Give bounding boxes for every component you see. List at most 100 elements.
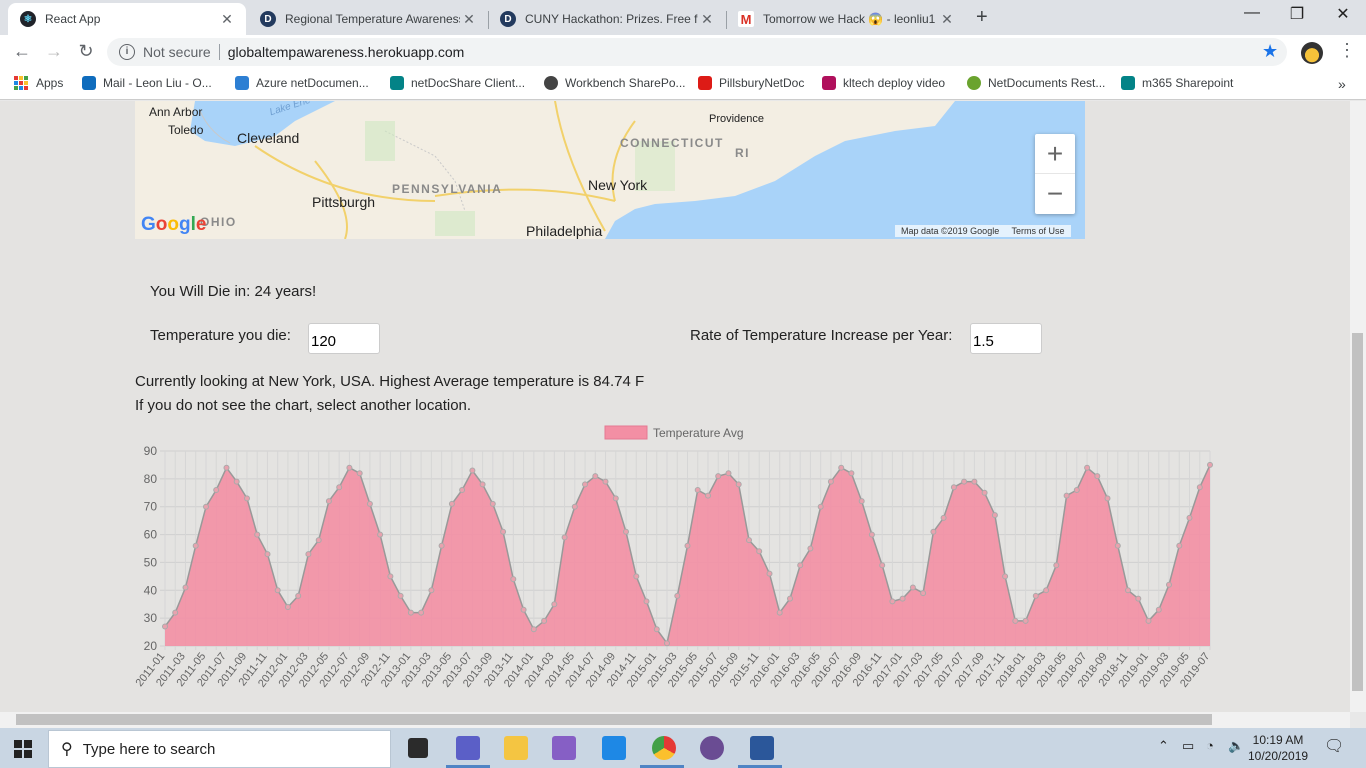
tab-gmail[interactable]: M Tomorrow we Hack 😱 - leonliu1 ✕ (726, 3, 966, 35)
google-map[interactable]: Ann Arbor Toledo Lake Erie Cleveland Pit… (135, 101, 1085, 239)
tab-cuny-hackathon[interactable]: D CUNY Hackathon: Prizes. Free food ✕ (488, 3, 726, 35)
data-point (899, 595, 906, 602)
volume-icon[interactable]: 🔈 (1228, 738, 1245, 753)
windows-taskbar: ⚲ Type here to search ⌃ ▭ ◔ 🔈 10:19 AM 1… (0, 728, 1366, 768)
play-arrow-icon (822, 76, 836, 90)
bookmark-netdocshare[interactable]: netDocShare Client... (390, 76, 525, 90)
close-window-button[interactable]: ✕ (1336, 6, 1350, 23)
chevron-up-icon[interactable]: ⌃ (1158, 738, 1169, 753)
bookmark-label: PillsburyNetDoc (719, 76, 805, 90)
map-label-toledo: Toledo (168, 123, 204, 137)
page-content: Ann Arbor Toledo Lake Erie Cleveland Pit… (0, 101, 1350, 712)
react-icon: ⚛ (20, 11, 36, 27)
vertical-scroll-thumb[interactable] (1352, 333, 1363, 691)
tab-close-icon[interactable]: ✕ (701, 10, 713, 27)
data-point (418, 609, 425, 616)
die-countdown-text: You Will Die in: 24 years! (150, 283, 317, 300)
data-point (305, 551, 312, 558)
menu-kebab-icon[interactable]: ⋮ (1338, 40, 1356, 60)
taskbar-clock[interactable]: 10:19 AM 10/20/2019 (1248, 732, 1308, 764)
data-point (438, 542, 445, 549)
info-icon[interactable]: i (119, 44, 135, 60)
temperature-die-input[interactable] (308, 323, 380, 354)
zoom-in-button[interactable]: + (1035, 134, 1075, 174)
map-label-cleveland: Cleveland (237, 130, 300, 146)
data-point (1125, 587, 1131, 594)
data-point (489, 500, 496, 507)
bookmark-star-icon[interactable]: ★ (1262, 41, 1279, 61)
security-label[interactable]: Not secure (143, 44, 211, 60)
active-app-indicator (640, 765, 684, 768)
rate-increase-label: Rate of Temperature Increase per Year: (690, 327, 953, 344)
temperature-chart: 90807060504030202011-012011-032011-05201… (134, 425, 1213, 690)
bookmark-azure[interactable]: Azure netDocumen... (235, 76, 369, 90)
sharepoint-icon (390, 76, 404, 90)
forward-arrow-icon[interactable]: → (45, 41, 63, 61)
url-text[interactable]: globaltempawareness.herokuapp.com (227, 44, 465, 60)
tab-title: React App (45, 12, 101, 26)
data-point (500, 528, 507, 535)
data-point (366, 500, 373, 507)
tab-close-icon[interactable]: ✕ (221, 10, 233, 27)
back-arrow-icon[interactable]: ← (13, 41, 31, 61)
new-tab-button[interactable]: + (976, 6, 988, 28)
data-point (284, 604, 291, 610)
notifications-icon[interactable]: 🗨 (1324, 738, 1345, 755)
teams-icon[interactable] (456, 736, 480, 760)
bookmark-netdocuments-rest[interactable]: NetDocuments Rest... (967, 76, 1105, 90)
zoom-out-button[interactable]: − (1046, 178, 1064, 209)
bookmark-apps[interactable]: Apps (14, 76, 63, 90)
data-point (203, 503, 209, 510)
bookmarks-more[interactable]: » (1338, 76, 1346, 92)
file-explorer-icon[interactable] (504, 736, 528, 760)
battery-icon[interactable]: ▭ (1182, 738, 1195, 753)
data-point (356, 470, 363, 477)
bookmark-pillsbury[interactable]: PillsburyNetDoc (698, 76, 804, 90)
vscode-icon[interactable] (602, 736, 626, 760)
task-view-icon[interactable] (408, 738, 428, 758)
terms-of-use-link[interactable]: Terms of Use (1011, 226, 1065, 236)
horizontal-scroll-thumb[interactable] (16, 714, 1212, 725)
app-circle-icon[interactable] (700, 736, 724, 760)
tab-regional-temperature[interactable]: D Regional Temperature Awareness ✕ (248, 3, 488, 35)
data-point (592, 473, 599, 480)
data-point (766, 570, 773, 577)
tab-react-app[interactable]: ⚛ React App ✕ (8, 3, 246, 35)
windows-start-icon[interactable] (14, 740, 32, 758)
minimize-button[interactable]: — (1244, 4, 1260, 21)
data-point (889, 598, 896, 605)
rate-increase-input[interactable] (970, 323, 1042, 354)
y-tick-label: 80 (144, 472, 158, 486)
map-label-providence: Providence (709, 113, 765, 125)
data-point (520, 606, 527, 613)
bookmark-kltech[interactable]: kltech deploy video (822, 76, 945, 90)
netdocs-icon (967, 76, 981, 90)
visual-studio-icon[interactable] (552, 736, 576, 760)
data-point (705, 492, 711, 499)
data-point (336, 484, 343, 491)
search-icon: ⚲ (61, 741, 73, 758)
data-point (1002, 573, 1009, 580)
data-point (295, 592, 302, 599)
taskbar-search[interactable]: ⚲ Type here to search (48, 730, 391, 768)
data-point (684, 542, 691, 549)
restore-button[interactable]: ❐ (1289, 6, 1305, 23)
word-icon[interactable] (750, 736, 774, 760)
bookmark-workbench[interactable]: Workbench SharePo... (544, 76, 686, 90)
wifi-icon[interactable]: ◔ (1206, 738, 1214, 753)
data-point (315, 537, 322, 544)
data-point (930, 528, 937, 535)
data-point (1084, 464, 1091, 471)
bookmark-m365[interactable]: m365 Sharepoint (1121, 76, 1233, 90)
profile-avatar[interactable] (1301, 42, 1323, 64)
chrome-icon[interactable] (652, 736, 676, 760)
tab-close-icon[interactable]: ✕ (941, 10, 953, 27)
address-bar[interactable]: i Not secure globaltempawareness.herokua… (107, 38, 1287, 66)
data-point (1166, 581, 1172, 588)
reload-icon[interactable]: ↻ (78, 41, 94, 61)
tab-close-icon[interactable]: ✕ (463, 10, 475, 27)
data-point (182, 584, 189, 591)
data-point (971, 478, 978, 485)
bookmark-mail[interactable]: Mail - Leon Liu - O... (82, 76, 212, 90)
globe-icon (544, 76, 558, 90)
